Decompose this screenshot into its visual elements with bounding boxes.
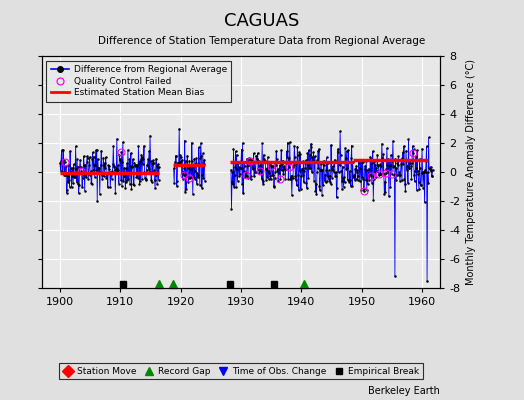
Text: Difference of Station Temperature Data from Regional Average: Difference of Station Temperature Data f… [99, 36, 425, 46]
Legend: Station Move, Record Gap, Time of Obs. Change, Empirical Break: Station Move, Record Gap, Time of Obs. C… [59, 363, 423, 380]
Text: Berkeley Earth: Berkeley Earth [368, 386, 440, 396]
Legend: Difference from Regional Average, Quality Control Failed, Estimated Station Mean: Difference from Regional Average, Qualit… [47, 60, 231, 102]
Y-axis label: Monthly Temperature Anomaly Difference (°C): Monthly Temperature Anomaly Difference (… [466, 59, 476, 285]
Text: CAGUAS: CAGUAS [224, 12, 300, 30]
